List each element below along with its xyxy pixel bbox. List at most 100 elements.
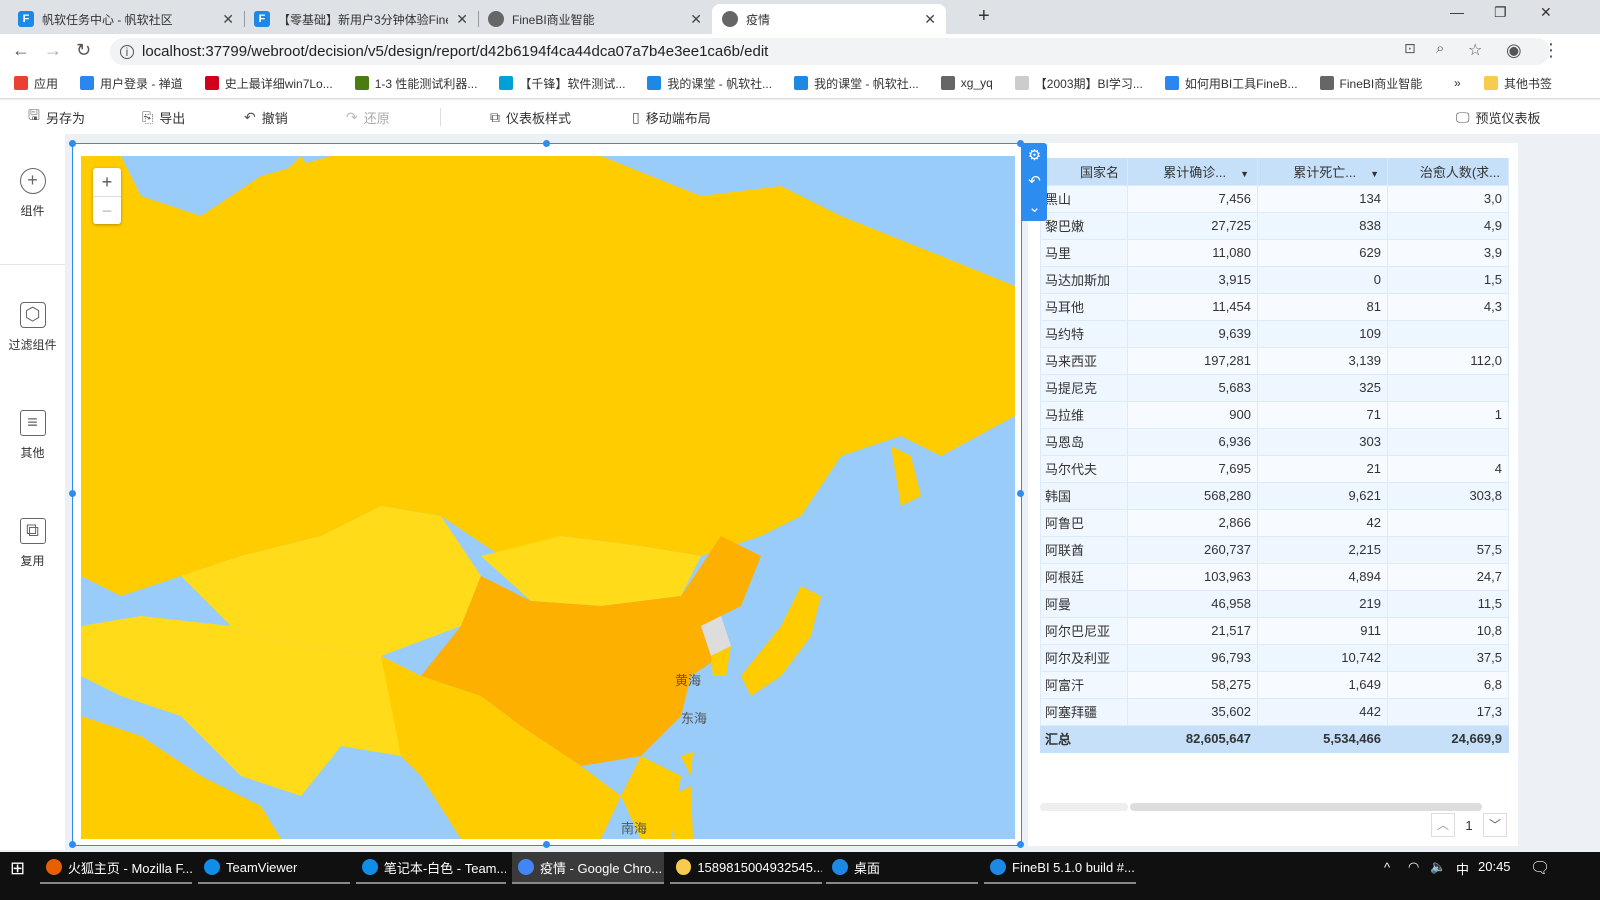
browser-tab[interactable]: F 【零基础】新用户3分钟体验Fine ✕ <box>244 4 479 34</box>
more-bookmarks-button[interactable]: » <box>1454 76 1461 90</box>
menu-icon[interactable]: ⋮ <box>1542 40 1560 60</box>
column-header[interactable]: 累计死亡... ▼ <box>1257 158 1388 185</box>
table-row[interactable]: 阿鲁巴 2,866 42 <box>1040 508 1509 537</box>
taskbar-app[interactable]: 笔记本-白色 - Team... <box>356 852 506 884</box>
table-row[interactable]: 马耳他 11,454 81 4,3 <box>1040 292 1509 321</box>
back-icon[interactable]: ← <box>12 40 30 60</box>
zoom-in-button[interactable]: + <box>101 172 113 192</box>
close-tab-icon[interactable]: ✕ <box>924 10 936 27</box>
table-row[interactable]: 阿塞拜疆 35,602 442 17,3 <box>1040 697 1509 726</box>
sidebar-item-other[interactable]: ≡ 其他 <box>19 410 46 460</box>
table-row[interactable]: 马里 11,080 629 3,9 <box>1040 238 1509 267</box>
browser-tab[interactable]: FineBI商业智能 ✕ <box>478 4 712 34</box>
maximize-button[interactable]: ❐ <box>1494 4 1507 20</box>
table-row[interactable]: 阿尔及利亚 96,793 10,742 37,5 <box>1040 643 1509 672</box>
next-page-button[interactable]: ﹀ <box>1483 813 1507 837</box>
url-input[interactable]: i localhost:37799/webroot/decision/v5/des… <box>110 38 1550 65</box>
minimize-button[interactable]: — <box>1450 4 1464 20</box>
prev-page-button[interactable]: ︿ <box>1431 813 1455 837</box>
bookmark-item[interactable]: 如何用BI工具FineB... <box>1164 75 1298 92</box>
close-tab-icon[interactable]: ✕ <box>222 10 234 27</box>
zoom-icon[interactable]: ⌕ <box>1436 40 1445 57</box>
horizontal-scrollbar[interactable] <box>1040 803 1508 811</box>
volume-icon[interactable]: 🔈 <box>1430 859 1447 874</box>
sidebar-item-reuse[interactable]: ⧉ 复用 <box>19 518 46 568</box>
table-row[interactable]: 马来西亚 197,281 3,139 112,0 <box>1040 346 1509 375</box>
dashboard-style-button[interactable]: ⧉ 仪表板样式 <box>490 108 572 126</box>
zoom-out-button[interactable]: − <box>93 196 121 224</box>
tray-chevron-icon[interactable]: ^ <box>1384 860 1391 875</box>
sort-dropdown-icon[interactable]: ▼ <box>1370 168 1379 179</box>
other-bookmarks-folder[interactable]: 其他书签 <box>1484 75 1552 92</box>
reload-icon[interactable]: ↻ <box>76 40 92 60</box>
translate-icon[interactable]: ⊡ <box>1404 40 1416 56</box>
bookmark-item[interactable]: 用户登录 - 禅道 <box>80 75 183 92</box>
epidemic-map[interactable]: + − 黄海 东海 南海 <box>81 156 1015 839</box>
table-row[interactable]: 马拉维 900 71 1 <box>1040 400 1509 429</box>
close-tab-icon[interactable]: ✕ <box>456 10 468 27</box>
taskbar-app[interactable]: 火狐主页 - Mozilla F... <box>40 852 192 884</box>
table-row[interactable]: 阿曼 46,958 219 11,5 <box>1040 589 1509 618</box>
table-row[interactable]: 阿富汗 58,275 1,649 6,8 <box>1040 670 1509 699</box>
bookmark-item[interactable]: 【千锋】软件测试... <box>499 75 625 92</box>
taskbar-app[interactable]: 桌面 <box>826 852 978 884</box>
settings-icon[interactable]: ⚙ <box>1027 147 1042 164</box>
forward-icon[interactable]: → <box>44 40 62 60</box>
mobile-layout-button[interactable]: ▯ 移动端布局 <box>632 108 711 126</box>
bookmark-item[interactable]: 应用 <box>14 75 58 92</box>
table-row[interactable]: 马提尼克 5,683 325 <box>1040 373 1509 402</box>
table-row[interactable]: 阿联酋 260,737 2,215 57,5 <box>1040 535 1509 564</box>
column-header[interactable]: 累计确诊... ▼ <box>1127 158 1258 185</box>
notification-icon[interactable]: 🗨 <box>1530 860 1551 877</box>
ime-indicator[interactable]: 中 <box>1456 862 1470 877</box>
taskbar-app[interactable]: 1589815004932545.... <box>670 852 822 884</box>
save-as-button[interactable]: 🖫 另存为 <box>28 105 85 129</box>
profile-icon[interactable]: ◉ <box>1506 40 1522 60</box>
sort-dropdown-icon[interactable]: ▼ <box>1240 168 1249 179</box>
bookmark-item[interactable]: 我的课堂 - 帆软社... <box>647 75 772 92</box>
browser-tab[interactable]: F 帆软任务中心 - 帆软社区 ✕ <box>8 4 245 34</box>
resize-handle[interactable] <box>543 841 550 848</box>
resize-handle[interactable] <box>69 490 76 497</box>
close-window-button[interactable]: ✕ <box>1540 4 1552 20</box>
table-row[interactable]: 马尔代夫 7,695 21 4 <box>1040 454 1509 483</box>
table-row[interactable]: 阿根廷 103,963 4,894 24,7 <box>1040 562 1509 591</box>
taskbar-app[interactable]: 疫情 - Google Chro... <box>512 852 664 884</box>
bookmark-item[interactable]: FineBI商业智能 <box>1319 75 1422 92</box>
bookmark-item[interactable]: 1-3 性能测试利器... <box>354 75 477 92</box>
resize-handle[interactable] <box>1017 490 1024 497</box>
resize-handle[interactable] <box>69 140 76 147</box>
table-row[interactable]: 马达加斯加 3,915 0 1,5 <box>1040 265 1509 294</box>
wifi-icon[interactable]: ◠ <box>1408 859 1420 874</box>
sidebar-item-component[interactable]: + 组件 <box>19 168 46 218</box>
new-tab-button[interactable]: + <box>978 5 990 27</box>
table-row[interactable]: 马约特 9,639 109 <box>1040 319 1509 348</box>
redo-button[interactable]: ↷ 还原 <box>346 108 390 126</box>
export-button[interactable]: ⎘ 导出 <box>142 108 186 126</box>
column-header[interactable]: 国家名 <box>1040 158 1128 185</box>
map-canvas[interactable] <box>81 156 1015 839</box>
table-row[interactable]: 黎巴嫩 27,725 838 4,9 <box>1040 211 1509 240</box>
table-row[interactable]: 韩国 568,280 9,621 303,8 <box>1040 481 1509 510</box>
table-row[interactable]: 黑山 7,456 134 3,0 <box>1040 184 1509 213</box>
bookmark-item[interactable]: 史上最详细win7Lo... <box>204 75 333 92</box>
preview-dashboard-button[interactable]: 🖵 预览仪表板 <box>1456 108 1541 126</box>
resize-handle[interactable] <box>543 140 550 147</box>
bookmark-item[interactable]: 我的课堂 - 帆软社... <box>794 75 919 92</box>
close-tab-icon[interactable]: ✕ <box>690 10 702 27</box>
windows-start-icon[interactable]: ⊞ <box>10 858 26 878</box>
taskbar-app[interactable]: TeamViewer <box>198 852 350 884</box>
browser-tab-active[interactable]: 疫情 ✕ <box>712 4 946 34</box>
bookmark-item[interactable]: 【2003期】BI学习... <box>1014 75 1143 92</box>
clock[interactable]: 20:45 <box>1478 859 1511 874</box>
resize-handle[interactable] <box>69 841 76 848</box>
table-row[interactable]: 马恩岛 6,936 303 <box>1040 427 1509 456</box>
resize-handle[interactable] <box>1017 140 1024 147</box>
undo-button[interactable]: ↶ 撤销 <box>244 108 288 126</box>
bookmark-item[interactable]: xg_yq <box>940 76 993 90</box>
dropdown-icon[interactable]: ⌄ <box>1028 199 1041 216</box>
sidebar-item-filter[interactable]: ⬡ 过滤组件 <box>8 302 57 352</box>
table-row[interactable]: 阿尔巴尼亚 21,517 911 10,8 <box>1040 616 1509 645</box>
undo-icon[interactable]: ↶ <box>1028 173 1041 190</box>
info-icon[interactable]: i <box>120 44 134 59</box>
